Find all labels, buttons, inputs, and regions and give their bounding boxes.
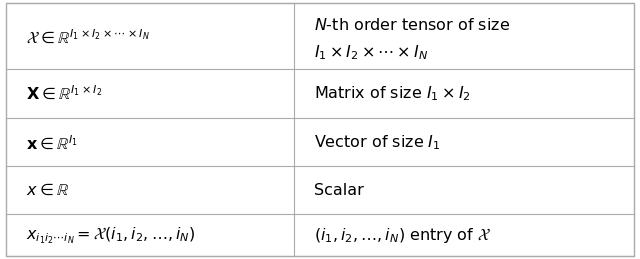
Text: $N$-th order tensor of size: $N$-th order tensor of size	[314, 17, 509, 33]
Text: $\mathbf{x} \in \mathbb{R}^{I_1}$: $\mathbf{x} \in \mathbb{R}^{I_1}$	[26, 133, 77, 152]
Text: $(i_1, i_2, \ldots, i_N)$ entry of $\boldsymbol{\mathcal{X}}$: $(i_1, i_2, \ldots, i_N)$ entry of $\bol…	[314, 226, 491, 245]
Text: Vector of size $I_1$: Vector of size $I_1$	[314, 133, 440, 152]
Text: $I_1 \times I_2 \times \cdots \times I_N$: $I_1 \times I_2 \times \cdots \times I_N…	[314, 44, 428, 62]
Text: $x_{i_1 i_2 \cdots i_N} = \boldsymbol{\mathcal{X}}(i_1, i_2, \ldots, i_N)$: $x_{i_1 i_2 \cdots i_N} = \boldsymbol{\m…	[26, 225, 195, 246]
FancyBboxPatch shape	[6, 3, 634, 256]
Text: Matrix of size $I_1 \times I_2$: Matrix of size $I_1 \times I_2$	[314, 84, 470, 103]
Text: $\mathbf{X} \in \mathbb{R}^{I_1 \times I_2}$: $\mathbf{X} \in \mathbb{R}^{I_1 \times I…	[26, 84, 102, 102]
Text: Scalar: Scalar	[314, 183, 364, 198]
Text: $\boldsymbol{\mathcal{X}} \in \mathbb{R}^{I_1 \times I_2 \times \cdots \times I_: $\boldsymbol{\mathcal{X}} \in \mathbb{R}…	[26, 28, 150, 47]
Text: $x \in \mathbb{R}$: $x \in \mathbb{R}$	[26, 183, 68, 198]
